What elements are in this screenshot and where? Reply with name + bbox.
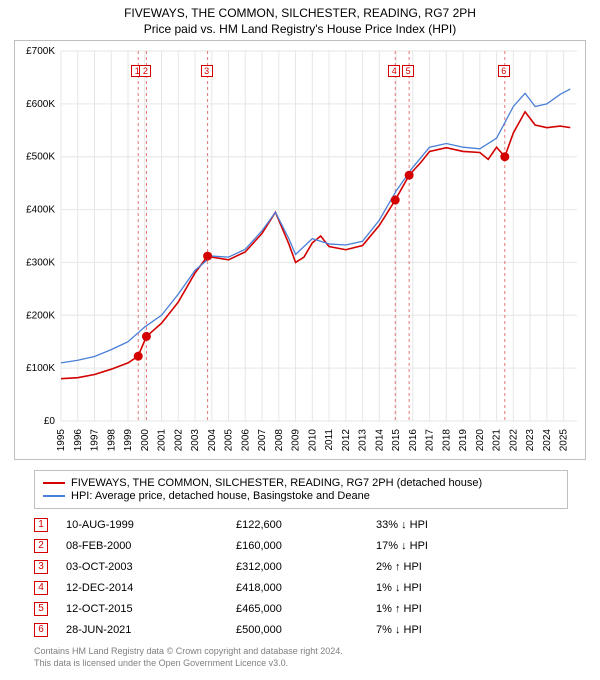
transaction-row: 1 10-AUG-1999£122,60033% ↓ HPI — [34, 514, 568, 535]
svg-text:2023: 2023 — [525, 429, 536, 452]
svg-text:2008: 2008 — [274, 429, 285, 452]
svg-text:2010: 2010 — [307, 429, 318, 452]
transaction-price: £500,000 — [236, 624, 376, 636]
svg-text:2013: 2013 — [358, 429, 369, 452]
svg-text:2017: 2017 — [425, 429, 436, 452]
transaction-diff: 1% ↓ HPI — [376, 582, 496, 594]
svg-text:2000: 2000 — [140, 429, 151, 452]
svg-text:2012: 2012 — [341, 429, 352, 452]
chart-area: £0 £100K £200K £300K £400K £500K £600K £700K 199… — [14, 40, 586, 460]
chart-marker-badge: 4 — [388, 65, 400, 77]
legend: FIVEWAYS, THE COMMON, SILCHESTER, READIN… — [34, 470, 568, 509]
footer-attribution: Contains HM Land Registry data © Crown c… — [34, 646, 343, 669]
svg-text:2020: 2020 — [475, 429, 486, 452]
svg-text:1995: 1995 — [56, 429, 67, 452]
transaction-num-badge: 1 — [34, 518, 48, 532]
transaction-diff: 33% ↓ HPI — [376, 519, 496, 531]
transaction-price: £312,000 — [236, 561, 376, 573]
transaction-price: £160,000 — [236, 540, 376, 552]
transaction-price: £122,600 — [236, 519, 376, 531]
transaction-num-badge: 5 — [34, 602, 48, 616]
transaction-row: 3 03-OCT-2003£312,0002% ↑ HPI — [34, 556, 568, 577]
svg-text:2004: 2004 — [207, 429, 218, 452]
svg-text:£400K: £400K — [26, 205, 55, 216]
svg-text:2015: 2015 — [391, 429, 402, 452]
transaction-num-badge: 3 — [34, 560, 48, 574]
svg-text:£500K: £500K — [26, 152, 55, 163]
transaction-num-badge: 6 — [34, 623, 48, 637]
legend-label: HPI: Average price, detached house, Basi… — [71, 490, 370, 502]
transaction-price: £465,000 — [236, 603, 376, 615]
transaction-date: 10-AUG-1999 — [66, 519, 236, 531]
chart-svg: £0 £100K £200K £300K £400K £500K £600K £700K 199… — [15, 41, 587, 461]
svg-text:£600K: £600K — [26, 99, 55, 110]
chart-marker-badge: 2 — [139, 65, 151, 77]
svg-text:£200K: £200K — [26, 310, 55, 321]
svg-text:2018: 2018 — [441, 429, 452, 452]
svg-text:1999: 1999 — [123, 429, 134, 452]
legend-swatch — [43, 482, 65, 484]
legend-label: FIVEWAYS, THE COMMON, SILCHESTER, READIN… — [71, 477, 482, 489]
svg-text:1996: 1996 — [73, 429, 84, 452]
svg-text:£700K: £700K — [26, 46, 55, 57]
svg-text:2024: 2024 — [542, 429, 553, 452]
transaction-diff: 1% ↑ HPI — [376, 603, 496, 615]
transaction-price: £418,000 — [236, 582, 376, 594]
transaction-date: 08-FEB-2000 — [66, 540, 236, 552]
svg-text:2001: 2001 — [157, 429, 168, 452]
title-line-1: FIVEWAYS, THE COMMON, SILCHESTER, READIN… — [0, 6, 600, 20]
transaction-diff: 2% ↑ HPI — [376, 561, 496, 573]
svg-text:2003: 2003 — [190, 429, 201, 452]
chart-marker-badge: 6 — [498, 65, 510, 77]
transaction-date: 03-OCT-2003 — [66, 561, 236, 573]
chart-marker-badge: 3 — [201, 65, 213, 77]
chart-marker-badge: 5 — [402, 65, 414, 77]
svg-text:£300K: £300K — [26, 257, 55, 268]
transaction-table: 1 10-AUG-1999£122,60033% ↓ HPI 2 08-FEB-200… — [34, 514, 568, 640]
transaction-row: 6 28-JUN-2021£500,0007% ↓ HPI — [34, 619, 568, 640]
transaction-row: 4 12-DEC-2014£418,0001% ↓ HPI — [34, 577, 568, 598]
title-line-2: Price paid vs. HM Land Registry's House … — [0, 22, 600, 36]
footer-line-2: This data is licensed under the Open Gov… — [34, 658, 343, 670]
svg-text:2005: 2005 — [224, 429, 235, 452]
footer-line-1: Contains HM Land Registry data © Crown c… — [34, 646, 343, 658]
transaction-date: 28-JUN-2021 — [66, 624, 236, 636]
svg-text:2002: 2002 — [173, 429, 184, 452]
transaction-row: 5 12-OCT-2015£465,0001% ↑ HPI — [34, 598, 568, 619]
svg-text:2011: 2011 — [324, 429, 335, 451]
legend-item: FIVEWAYS, THE COMMON, SILCHESTER, READIN… — [43, 477, 559, 489]
svg-text:1998: 1998 — [106, 429, 117, 452]
transaction-row: 2 08-FEB-2000£160,00017% ↓ HPI — [34, 535, 568, 556]
transaction-date: 12-OCT-2015 — [66, 603, 236, 615]
svg-text:1997: 1997 — [90, 429, 101, 452]
transaction-diff: 7% ↓ HPI — [376, 624, 496, 636]
svg-text:2014: 2014 — [374, 429, 385, 452]
chart-titles: FIVEWAYS, THE COMMON, SILCHESTER, READIN… — [0, 0, 600, 36]
transaction-diff: 17% ↓ HPI — [376, 540, 496, 552]
svg-text:2009: 2009 — [291, 429, 302, 452]
transaction-num-badge: 2 — [34, 539, 48, 553]
svg-text:£100K: £100K — [26, 363, 55, 374]
svg-text:2025: 2025 — [559, 429, 570, 452]
legend-swatch — [43, 495, 65, 497]
svg-text:2007: 2007 — [257, 429, 268, 452]
svg-text:2021: 2021 — [492, 429, 503, 452]
svg-text:2016: 2016 — [408, 429, 419, 452]
legend-item: HPI: Average price, detached house, Basi… — [43, 490, 559, 502]
svg-text:2006: 2006 — [240, 429, 251, 452]
transaction-num-badge: 4 — [34, 581, 48, 595]
svg-text:2019: 2019 — [458, 429, 469, 452]
transaction-date: 12-DEC-2014 — [66, 582, 236, 594]
svg-text:2022: 2022 — [508, 429, 519, 452]
svg-text:£0: £0 — [44, 416, 56, 427]
